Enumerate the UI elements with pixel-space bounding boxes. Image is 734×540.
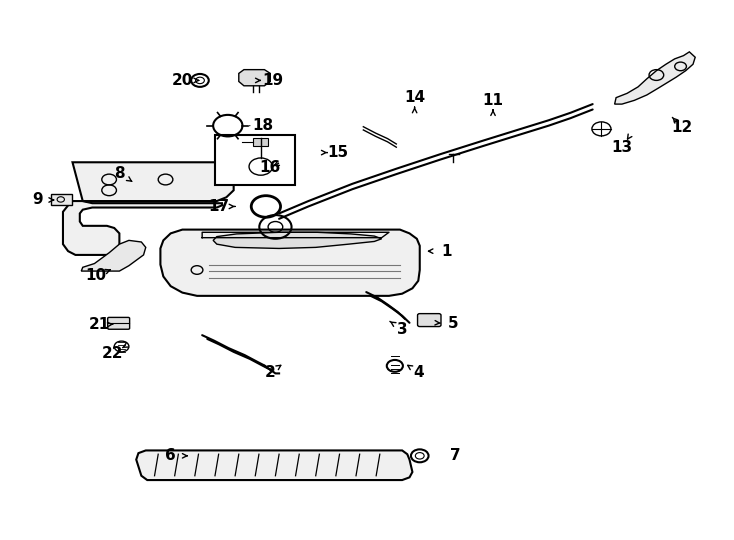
- Text: 17: 17: [208, 199, 230, 214]
- Text: 2: 2: [265, 365, 276, 380]
- Text: 13: 13: [611, 140, 633, 154]
- FancyBboxPatch shape: [108, 318, 130, 329]
- FancyBboxPatch shape: [418, 314, 441, 327]
- Text: 6: 6: [165, 448, 176, 463]
- Polygon shape: [161, 230, 420, 296]
- Text: 1: 1: [441, 244, 451, 259]
- Text: 9: 9: [32, 192, 43, 207]
- Text: 21: 21: [89, 318, 110, 333]
- Text: 22: 22: [101, 346, 123, 361]
- Polygon shape: [239, 70, 270, 86]
- FancyBboxPatch shape: [51, 193, 72, 205]
- Polygon shape: [614, 52, 695, 104]
- Polygon shape: [63, 163, 233, 255]
- Text: 7: 7: [450, 448, 460, 463]
- Text: 15: 15: [327, 145, 348, 160]
- Text: 4: 4: [413, 365, 424, 380]
- Text: 16: 16: [260, 160, 281, 175]
- Text: 20: 20: [172, 73, 193, 88]
- Text: 14: 14: [404, 90, 425, 105]
- Text: 8: 8: [114, 166, 125, 180]
- Bar: [253, 138, 268, 146]
- Text: 18: 18: [252, 118, 274, 133]
- Polygon shape: [213, 232, 382, 248]
- Polygon shape: [81, 240, 146, 271]
- Polygon shape: [137, 450, 413, 480]
- Text: 11: 11: [482, 93, 504, 108]
- Text: 19: 19: [263, 73, 284, 88]
- Bar: [214, 136, 295, 185]
- Text: 12: 12: [672, 120, 693, 135]
- Text: 3: 3: [397, 322, 407, 337]
- Text: 10: 10: [85, 268, 106, 283]
- Text: 5: 5: [448, 316, 459, 332]
